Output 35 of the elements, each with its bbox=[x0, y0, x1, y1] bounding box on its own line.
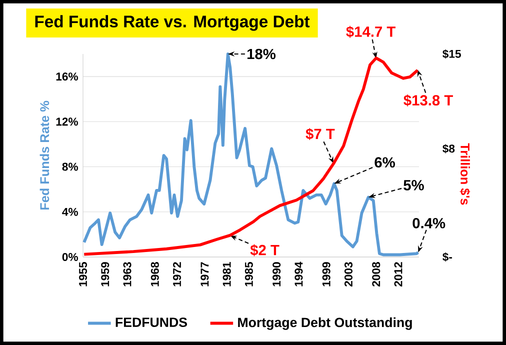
x-tick-label: 1981 bbox=[222, 262, 231, 286]
x-tick-label: 1972 bbox=[173, 262, 182, 286]
chart-title: Fed Funds Rate vs. Mortgage Debt bbox=[35, 15, 310, 31]
y2-tick-label: $15 bbox=[442, 49, 461, 59]
y-tick-label: 8% bbox=[62, 162, 78, 171]
annotation: $13.8 T bbox=[404, 94, 453, 106]
y-tick-label: 0% bbox=[62, 252, 78, 261]
y2-tick-label: $- bbox=[442, 252, 452, 262]
x-tick-label: 1959 bbox=[101, 262, 110, 286]
annotation: 6% bbox=[374, 157, 395, 168]
y-tick-label: 4% bbox=[62, 208, 78, 216]
annotation: $2 T bbox=[250, 244, 280, 256]
x-tick-label: 1955 bbox=[79, 262, 88, 286]
legend-label: FEDFUNDS bbox=[116, 318, 188, 328]
x-tick-label: 1994 bbox=[294, 262, 303, 286]
x-tick-label: 2012 bbox=[394, 262, 402, 287]
annotation: $14.7 T bbox=[346, 26, 396, 38]
x-tick-label: 1968 bbox=[150, 262, 159, 286]
x-tick-label: 1963 bbox=[123, 262, 132, 286]
y-axis-title: Fed Funds Rate % bbox=[40, 100, 50, 210]
y2-axis-title: Trillion $'s bbox=[460, 143, 470, 205]
legend-label: Mortgage Debt Outstanding bbox=[238, 317, 412, 330]
y2-tick-label: $8 bbox=[442, 144, 455, 154]
annotation: $7 T bbox=[306, 128, 335, 140]
y-tick-label: 16% bbox=[56, 72, 78, 81]
x-tick-label: 1999 bbox=[322, 262, 330, 286]
x-tick-label: 2008 bbox=[372, 262, 380, 287]
x-tick-label: 1977 bbox=[200, 262, 209, 286]
annotation: 0.4% bbox=[412, 218, 446, 228]
x-tick-label: 1985 bbox=[244, 262, 253, 286]
y-tick-label: 12% bbox=[56, 118, 78, 126]
annotation: 5% bbox=[404, 180, 424, 190]
x-tick-label: 2003 bbox=[344, 262, 352, 287]
x-tick-label: 1990 bbox=[272, 262, 281, 286]
annotation: 18% bbox=[247, 48, 276, 60]
